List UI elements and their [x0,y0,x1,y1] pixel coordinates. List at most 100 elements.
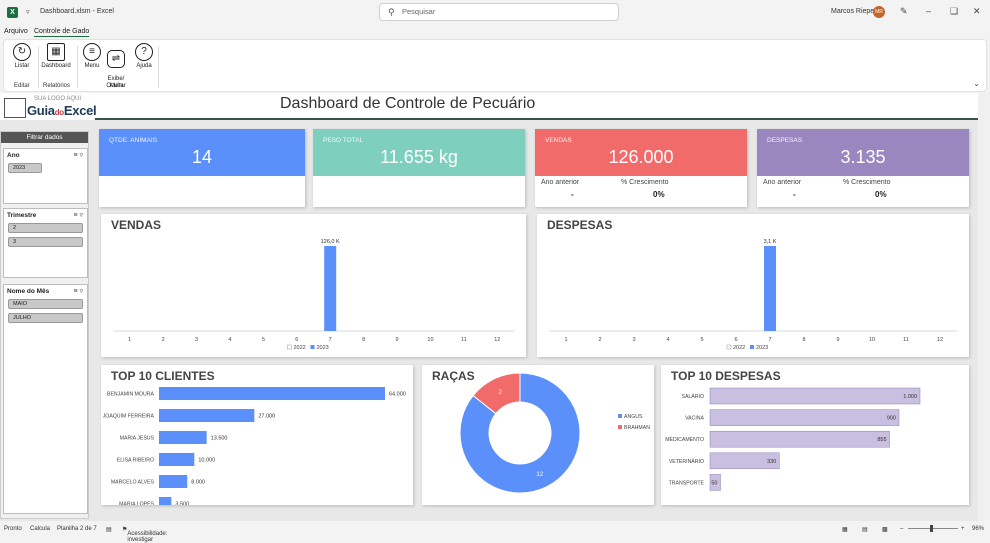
zoom-level[interactable]: 96% [972,526,985,532]
top-despesas-chart: SALÁRIO 1.000 VACINA 900 MEDICAMENTO 855 VETER… [665,387,921,491]
data-label: 50 [711,480,717,486]
top-despesas-panel: TOP 10 DESPESAS SALÁRIO 1.000 VACINA 900 MED… [661,365,969,505]
top-clientes-panel: TOP 10 CLIENTES BENJAMIN MOURA 64.000 JOAQ… [101,365,413,505]
bar [159,431,207,444]
dashboard-label: Dashboard [41,63,71,69]
panel-title: RAÇAS [432,369,475,383]
slicer-controls-icon[interactable]: ≡ ▿ [73,212,83,219]
kpi-value: 14 [191,147,213,167]
title-bar: X ▿ Dashboard.xlsm - Excel ⚲ Pesquisar M… [0,0,990,25]
pie-slice [459,372,581,494]
status-sheet-info: Planilha 2 de 7 [57,526,97,532]
dashboard-button[interactable]: ▦ Dashboard [39,43,73,69]
avatar[interactable]: MR [873,6,885,18]
slicer-item[interactable]: MAIO [8,299,83,309]
ribbon-separator [77,46,78,88]
restore-icon[interactable]: ❏ [950,6,959,16]
exibe-ocultar-button[interactable]: ⇌ Exibe/ Ocultar [103,43,129,90]
panel-title: TOP 10 CLIENTES [111,369,215,383]
x-tick-label: 12 [494,337,500,343]
slicer-item[interactable]: 2023 [8,163,42,173]
minimize-icon[interactable]: – [926,6,932,16]
category-label: BENJAMIN MOURA [107,392,155,398]
close-icon[interactable]: ✕ [973,6,981,16]
data-label: 900 [887,416,896,422]
user-name[interactable]: Marcos Rieper [831,8,877,15]
kpi-value: 3.135 [840,147,886,167]
ajuda-label: Ajuda [136,63,152,69]
x-tick-label: 10 [427,337,433,343]
macro-record-icon[interactable]: ▤ [106,527,112,533]
zoom-slider-handle[interactable] [930,525,933,532]
status-calc[interactable]: Calcula [30,526,51,532]
category-label: SALÁRIO [682,393,705,400]
x-tick-label: 1 [128,337,131,343]
legend-label: 2022 [294,345,306,351]
legend-swatch [287,344,292,350]
status-accessibility[interactable]: ⚑ Acessibilidade: investigar [122,527,168,543]
data-label: 855 [877,437,886,443]
racas-chart: 2 12 ANGUS BRAHMAN [459,372,650,494]
menu-label: Menu [84,63,100,69]
group-relatorios: Relatórios [43,83,71,89]
legend-label: 2022 [733,345,745,351]
pen-icon[interactable]: ✎ [900,6,908,16]
slicer-item[interactable]: 3 [8,237,83,247]
slicer-nome-do-mes[interactable]: Nome do Mês ≡ ▿ MAIO JULHO [3,284,88,514]
panel-title: TOP 10 DESPESAS [671,369,781,383]
bar [159,387,385,400]
category-label: VACINA [685,416,704,422]
kpi-value: 126.000 [608,147,674,167]
slicer-controls-icon[interactable]: ≡ ▿ [73,152,83,159]
category-label: ELISA RIBEIRO [117,458,154,464]
slicer-item[interactable]: JULHO [8,313,83,323]
category-label: VETERINÁRIO [669,458,704,465]
x-tick-label: 8 [362,337,365,343]
x-tick-label: 4 [666,337,669,343]
filter-sidebar: Filtrar dados Ano ≡ ▿ 2023 Trimestre ≡ ▿… [0,131,89,519]
tab-arquivo[interactable]: Arquivo [4,28,28,35]
zoom-slider[interactable] [908,528,958,529]
slice-label: 12 [536,472,543,478]
page-layout-icon[interactable]: ▤ [862,527,868,533]
quick-access-icon[interactable]: ▿ [26,9,30,16]
vertical-scrollbar[interactable] [978,93,990,521]
normal-view-icon[interactable]: ▦ [842,527,848,533]
page-title: Dashboard de Controle de Pecuário [280,95,536,112]
category-label: MARCELO ALVES [111,480,155,486]
panel-title: VENDAS [111,218,162,232]
category-label: JOAQUIM FERREIRA [103,414,155,420]
bar [709,387,921,405]
x-tick-label: 9 [836,337,839,343]
category-label: TRANSPORTE [669,480,705,486]
zoom-in-button[interactable]: + [961,526,965,532]
dashboard-icon: ▦ [47,43,65,61]
collapse-ribbon-icon[interactable]: ⌄ [973,79,980,88]
listar-button[interactable]: ↻ Listar [11,43,33,69]
x-tick-label: 6 [734,337,737,343]
kpi-value: 11.655 kg [380,147,458,167]
ajuda-button[interactable]: ? Ajuda [135,43,153,69]
page-break-icon[interactable]: ▩ [882,527,888,533]
worksheet: SUA LOGO AQUI GuiadoExcel Dashboard de C… [0,93,990,521]
bar [709,409,900,426]
search-box[interactable]: ⚲ Pesquisar [379,3,619,21]
kpi-card-top: DESPESAS 3.135 [757,129,969,176]
menu-button[interactable]: ≡ Menu [82,43,102,69]
slicer-item[interactable]: 2 [8,223,83,233]
logo-icon [4,98,26,118]
slicer-ano[interactable]: Ano ≡ ▿ 2023 [3,148,88,204]
kpi-label: QTDE. ANIMAIS [109,137,158,144]
data-label: 8.000 [191,480,205,486]
refresh-icon: ↻ [13,43,31,61]
toggle-icon: ⇌ [107,50,125,68]
zoom-out-button[interactable]: – [900,526,904,532]
legend-swatch [310,345,315,349]
slicer-controls-icon[interactable]: ≡ ▿ [73,288,83,295]
slicer-trimestre[interactable]: Trimestre ≡ ▿ 2 3 [3,208,88,278]
x-tick-label: 1 [564,337,567,343]
category-label: MARIA LOPES [119,502,154,506]
top-clientes-chart: BENJAMIN MOURA 64.000 JOAQUIM FERREIRA 27.0… [103,387,406,506]
tab-controle-de-gado[interactable]: Controle de Gado [34,28,90,37]
